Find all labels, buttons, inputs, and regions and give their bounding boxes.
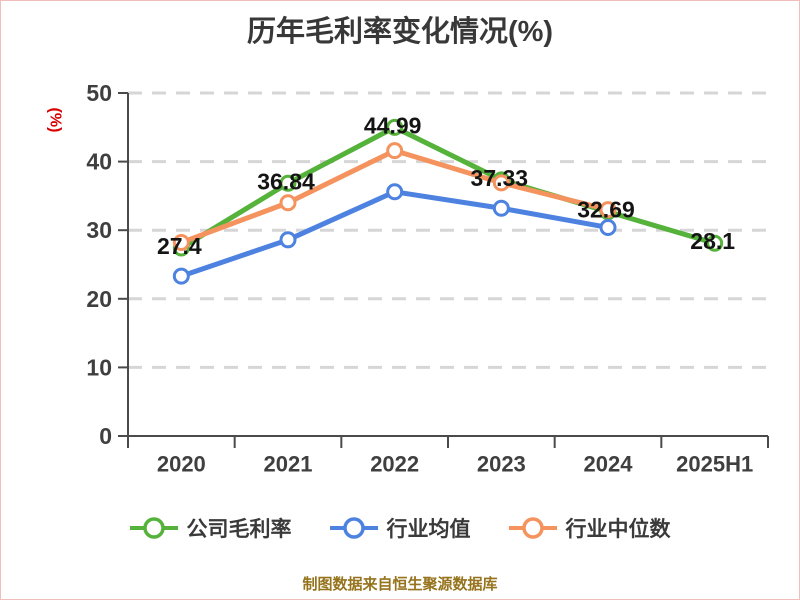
data-point-labels: 27.4 36.84 44.99 37.33 32.69 28.1 bbox=[157, 112, 735, 259]
data-point-行业均值-2023[interactable] bbox=[492, 199, 510, 217]
data-point-公司毛利率-2022[interactable] bbox=[386, 118, 404, 136]
data-label-2022: 44.99 bbox=[364, 112, 422, 138]
x-tick-label-2022: 2022 bbox=[370, 452, 419, 477]
y-axis-tick-labels: 0 10 20 30 40 50 bbox=[86, 80, 112, 449]
legend-item-0[interactable]: 公司毛利率 bbox=[129, 513, 292, 543]
y-tick-label: 50 bbox=[86, 80, 112, 106]
legend-item-2[interactable]: 行业中位数 bbox=[508, 513, 671, 543]
data-point-行业均值-2024[interactable] bbox=[599, 218, 617, 236]
legend-marker-icon bbox=[129, 517, 178, 539]
data-label-2025H1: 28.1 bbox=[690, 228, 735, 254]
x-tick-label-2020: 2020 bbox=[157, 452, 206, 477]
legend-label: 行业均值 bbox=[386, 518, 471, 541]
y-tick-label: 40 bbox=[86, 149, 112, 175]
data-point-公司毛利率-2021[interactable] bbox=[279, 174, 297, 192]
data-label-2024: 32.69 bbox=[577, 197, 635, 223]
legend-label: 行业中位数 bbox=[565, 518, 671, 541]
data-point-行业中位数-2023[interactable] bbox=[492, 174, 510, 192]
x-axis-tick-labels: 2020 2021 2022 2023 2024 2025H1 bbox=[157, 452, 753, 477]
gridlines bbox=[128, 91, 768, 369]
y-tick-label: 30 bbox=[86, 217, 112, 243]
data-label-2020: 27.4 bbox=[157, 233, 202, 259]
data-point-行业中位数-2024[interactable] bbox=[599, 201, 617, 219]
series-line bbox=[178, 189, 611, 279]
x-tick-label-2025H1: 2025H1 bbox=[676, 452, 753, 477]
data-label-2023: 37.33 bbox=[471, 165, 529, 191]
data-point-行业均值-2021[interactable] bbox=[279, 231, 297, 249]
legend-marker-icon bbox=[508, 517, 557, 539]
data-point-行业中位数-2022[interactable] bbox=[386, 142, 404, 160]
legend-label: 公司毛利率 bbox=[186, 518, 292, 541]
axes bbox=[118, 92, 769, 448]
x-tick-label-2024: 2024 bbox=[584, 452, 634, 477]
data-source-caption: 制图数据来自恒生聚源数据库 bbox=[302, 576, 498, 593]
y-tick-label: 20 bbox=[86, 286, 112, 312]
legend: 公司毛利率 行业均值 行业中位数 bbox=[1, 513, 799, 543]
data-series bbox=[172, 118, 724, 285]
data-label-2021: 36.84 bbox=[257, 168, 315, 194]
legend-marker-icon bbox=[329, 517, 378, 539]
series-行业中位数 bbox=[172, 142, 617, 252]
data-point-行业均值-2022[interactable] bbox=[386, 183, 404, 201]
x-tick-label-2021: 2021 bbox=[264, 452, 313, 477]
data-point-公司毛利率-2025H1[interactable] bbox=[706, 234, 724, 252]
y-tick-label: 10 bbox=[86, 354, 112, 380]
data-point-行业中位数-2021[interactable] bbox=[279, 194, 297, 212]
y-axis-unit-label: (%) bbox=[46, 107, 64, 133]
y-tick-label: 0 bbox=[99, 423, 112, 449]
series-行业均值 bbox=[172, 183, 617, 285]
data-point-行业均值-2020[interactable] bbox=[172, 267, 190, 285]
x-tick-label-2023: 2023 bbox=[477, 452, 526, 477]
legend-item-1[interactable]: 行业均值 bbox=[329, 513, 471, 543]
series-line bbox=[178, 124, 718, 251]
chart-title: 历年毛利率变化情况(%) bbox=[246, 16, 554, 48]
data-point-行业中位数-2020[interactable] bbox=[172, 234, 190, 252]
